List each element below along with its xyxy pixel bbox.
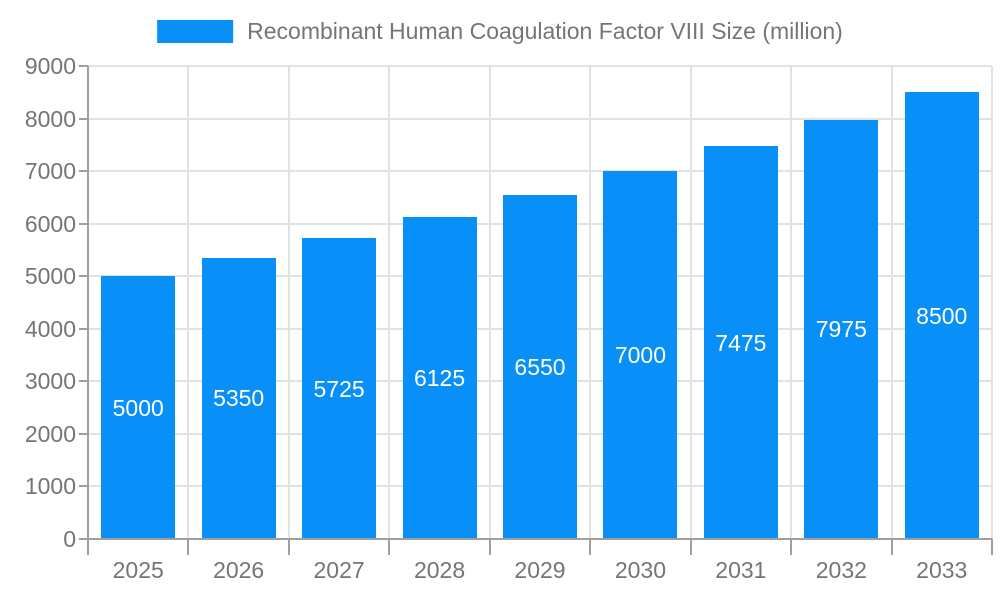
bar-2032[interactable]: [804, 119, 879, 538]
x-axis-label-2031: 2031: [715, 557, 767, 583]
bar-2031[interactable]: [703, 146, 778, 538]
bar-2025[interactable]: [101, 276, 176, 538]
bar-value-label-2033: 8500: [916, 302, 968, 329]
y-axis-line: [87, 66, 89, 539]
bar-value-label-2027: 5725: [313, 375, 365, 402]
y-axis-label-6000: 6000: [24, 210, 76, 237]
y-axis-tick-1000: [79, 485, 88, 488]
bar-value-label-2031: 7475: [715, 329, 767, 356]
x-axis-label-2033: 2033: [916, 557, 968, 583]
bar-2027[interactable]: [302, 238, 377, 538]
bar-value-label-2026: 5350: [213, 385, 265, 412]
bar-value-label-2028: 6125: [413, 365, 466, 392]
x-axis-label-2032: 2032: [815, 557, 867, 583]
y-axis-label-0: 0: [63, 526, 76, 552]
x-axis-tick-5: [589, 539, 592, 555]
y-axis-tick-5000: [79, 275, 88, 278]
x-axis-label-2029: 2029: [514, 557, 566, 583]
y-axis-tick-0: [79, 538, 88, 540]
x-axis-label-2027: 2027: [313, 557, 365, 583]
x-axis-tick-6: [689, 539, 692, 555]
bar-2026[interactable]: [201, 257, 276, 538]
x-axis-label-2025: 2025: [112, 557, 164, 583]
x-axis-tick-3: [388, 539, 391, 555]
y-axis-tick-4000: [79, 327, 88, 330]
bar-2028[interactable]: [402, 217, 477, 538]
x-axis-label-2026: 2026: [213, 557, 265, 583]
x-axis-tick-2: [287, 539, 290, 555]
gridline-x-9: [991, 66, 993, 539]
bar-value-label-2025: 5000: [112, 394, 164, 421]
gridline-x-1: [187, 66, 190, 539]
gridline-x-8: [890, 66, 893, 539]
bar-2029[interactable]: [503, 194, 577, 538]
bar-value-label-2029: 6550: [514, 353, 566, 380]
bar-value-label-2032: 7975: [815, 316, 867, 343]
y-axis-label-8000: 8000: [24, 105, 76, 132]
bar-2030[interactable]: [603, 171, 678, 538]
gridline-x-2: [287, 66, 290, 539]
y-axis-label-5000: 5000: [24, 263, 76, 290]
gridline-y-7000: [88, 170, 992, 173]
x-axis-tick-7: [790, 539, 793, 555]
y-axis-label-3000: 3000: [24, 368, 76, 395]
y-axis-tick-8000: [79, 117, 88, 120]
gridline-x-3: [388, 66, 391, 539]
legend-label: Recombinant Human Coagulation Factor VII…: [247, 18, 843, 44]
bar-2033[interactable]: [904, 92, 979, 538]
gridline-x-7: [790, 66, 793, 539]
x-axis-tick-9: [991, 539, 993, 555]
chart-legend[interactable]: Recombinant Human Coagulation Factor VII…: [157, 18, 843, 45]
y-axis-label-1000: 1000: [24, 473, 76, 500]
x-axis-tick-1: [187, 539, 190, 555]
y-axis-label-7000: 7000: [24, 158, 76, 185]
x-axis-label-2028: 2028: [413, 557, 466, 583]
bar-value-label-2030: 7000: [614, 342, 667, 369]
y-axis-tick-6000: [79, 222, 88, 225]
y-axis-tick-2000: [79, 432, 88, 435]
legend-swatch: [157, 20, 234, 43]
x-axis-tick-0: [87, 539, 89, 555]
y-axis-tick-7000: [79, 170, 88, 173]
y-axis-label-9000: 9000: [24, 53, 76, 79]
y-axis-tick-9000: [79, 65, 88, 67]
x-axis-tick-4: [488, 539, 491, 555]
gridline-y-9000: [88, 65, 992, 67]
y-axis-label-4000: 4000: [24, 315, 76, 342]
x-axis-line: [88, 538, 992, 540]
x-axis-label-2030: 2030: [614, 557, 667, 583]
gridline-x-4: [488, 66, 491, 539]
gridline-x-6: [689, 66, 692, 539]
gridline-y-8000: [88, 117, 992, 120]
y-axis-label-2000: 2000: [24, 420, 76, 447]
gridline-x-5: [589, 66, 592, 539]
x-axis-tick-8: [890, 539, 893, 555]
y-axis-tick-3000: [79, 380, 88, 383]
